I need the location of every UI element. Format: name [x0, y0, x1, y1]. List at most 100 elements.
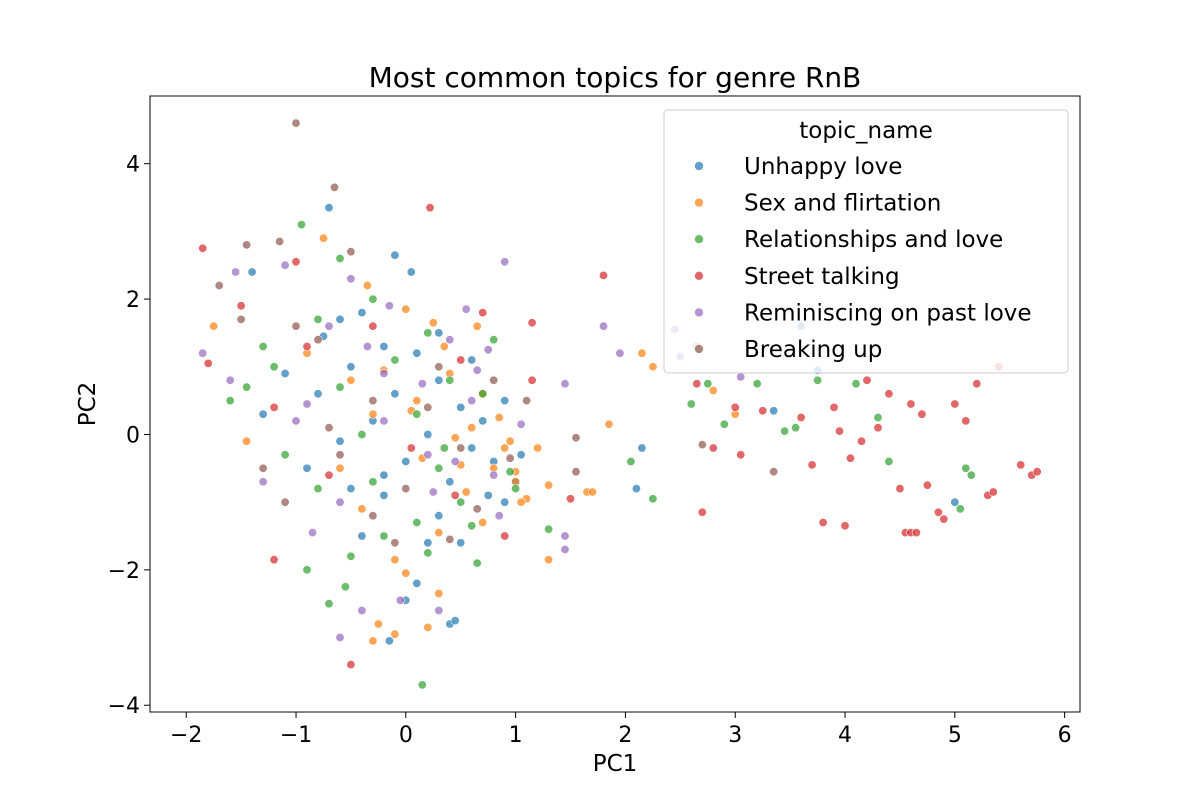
point-sex-and-flirtation-43 [472, 321, 482, 331]
point-reminiscing-on-past-love-14 [434, 605, 444, 615]
point-reminiscing-on-past-love-7 [291, 416, 301, 426]
point-sex-and-flirtation-26 [587, 487, 597, 497]
point-relationships-and-love-44 [368, 477, 378, 487]
point-unhappy-love-17 [379, 490, 389, 500]
point-sex-and-flirtation-35 [412, 396, 422, 406]
point-relationships-and-love-29 [851, 379, 861, 389]
point-sex-and-flirtation-23 [544, 555, 554, 565]
point-sex-and-flirtation-8 [467, 423, 477, 433]
point-reminiscing-on-past-love-8 [423, 450, 433, 460]
y-tick-label: 4 [126, 153, 140, 178]
point-street-talking-26 [884, 389, 894, 399]
point-breaking-up-0 [291, 118, 301, 128]
legend-label: Relationships and love [744, 227, 1003, 253]
point-unhappy-love-8 [313, 389, 323, 399]
point-relationships-and-love-25 [752, 379, 762, 389]
point-relationships-and-love-34 [955, 504, 965, 514]
point-reminiscing-on-past-love-12 [335, 632, 345, 642]
point-street-talking-34 [939, 514, 949, 524]
point-unhappy-love-5 [412, 348, 422, 358]
legend-label: Unhappy love [744, 154, 902, 180]
x-tick-label: 4 [838, 723, 852, 748]
point-reminiscing-on-past-love-33 [516, 419, 526, 429]
point-sex-and-flirtation-14 [434, 528, 444, 538]
point-unhappy-love-15 [302, 463, 312, 473]
y-axis-label: PC2 [75, 382, 101, 427]
point-breaking-up-1 [329, 182, 339, 192]
point-street-talking-9 [450, 490, 460, 500]
point-street-talking-16 [758, 406, 768, 416]
point-breaking-up-14 [368, 511, 378, 521]
point-unhappy-love-0 [324, 203, 334, 213]
x-tick-label: −1 [280, 723, 312, 748]
point-reminiscing-on-past-love-13 [395, 595, 405, 605]
point-breaking-up-11 [258, 463, 268, 473]
point-breaking-up-27 [472, 504, 482, 514]
point-breaking-up-12 [401, 484, 411, 494]
x-tick-label: 2 [618, 723, 632, 748]
point-unhappy-love-32 [769, 406, 779, 416]
point-unhappy-love-48 [516, 450, 526, 460]
point-street-talking-30 [911, 528, 921, 538]
point-sex-and-flirtation-45 [505, 436, 515, 446]
point-relationships-and-love-2 [368, 294, 378, 304]
point-breaking-up-22 [489, 375, 499, 385]
point-relationships-and-love-28 [813, 375, 823, 385]
point-street-talking-6 [302, 341, 312, 351]
point-street-talking-42 [1032, 467, 1042, 477]
point-street-talking-5 [203, 358, 213, 368]
point-street-talking-36 [961, 416, 971, 426]
point-street-talking-0 [425, 203, 435, 213]
point-street-talking-31 [917, 409, 927, 419]
point-relationships-and-love-11 [379, 531, 389, 541]
point-street-talking-37 [972, 379, 982, 389]
point-relationships-and-love-36 [242, 382, 252, 392]
point-sex-and-flirtation-0 [318, 233, 328, 243]
point-street-talking-51 [906, 399, 916, 409]
point-unhappy-love-37 [478, 416, 488, 426]
point-relationships-and-love-24 [719, 419, 729, 429]
point-reminiscing-on-past-love-2 [500, 257, 510, 267]
point-street-talking-44 [269, 402, 279, 412]
point-unhappy-love-11 [423, 429, 433, 439]
point-sex-and-flirtation-48 [533, 443, 543, 453]
legend-entries: Unhappy love Sex and flirtation Relationsh… [694, 154, 1032, 363]
point-street-talking-7 [478, 308, 488, 318]
point-unhappy-love-39 [434, 328, 444, 338]
point-street-talking-47 [324, 470, 334, 480]
point-relationships-and-love-1 [335, 254, 345, 264]
point-reminiscing-on-past-love-36 [428, 487, 438, 497]
legend-marker [694, 307, 704, 318]
point-relationships-and-love-33 [966, 470, 976, 480]
point-street-talking-48 [500, 531, 510, 541]
x-tick-label: 3 [728, 723, 742, 748]
point-street-talking-19 [818, 517, 828, 527]
point-reminiscing-on-past-love-30 [417, 379, 427, 389]
point-relationships-and-love-16 [417, 680, 427, 690]
point-reminiscing-on-past-love-24 [225, 375, 235, 385]
point-sex-and-flirtation-17 [401, 568, 411, 578]
point-unhappy-love-42 [247, 267, 257, 277]
point-unhappy-love-13 [467, 443, 477, 453]
point-breaking-up-21 [291, 321, 301, 331]
point-breaking-up-28 [390, 538, 400, 548]
point-breaking-up-18 [769, 467, 779, 477]
plot-frame [149, 95, 1081, 713]
point-unhappy-love-44 [379, 470, 389, 480]
point-unhappy-love-38 [390, 389, 400, 399]
point-breaking-up-8 [368, 396, 378, 406]
point-unhappy-love-16 [445, 477, 455, 487]
point-sex-and-flirtation-9 [500, 443, 510, 453]
point-unhappy-love-21 [357, 531, 367, 541]
point-relationships-and-love-15 [340, 582, 350, 592]
legend-marker [694, 234, 704, 244]
point-street-talking-22 [840, 521, 850, 531]
point-sex-and-flirtation-47 [335, 463, 345, 473]
point-reminiscing-on-past-love-32 [362, 341, 372, 351]
point-unhappy-love-7 [434, 375, 444, 385]
point-unhappy-love-28 [280, 368, 290, 378]
point-relationships-and-love-8 [434, 463, 444, 473]
point-breaking-up-15 [571, 467, 581, 477]
point-relationships-and-love-19 [544, 524, 554, 534]
